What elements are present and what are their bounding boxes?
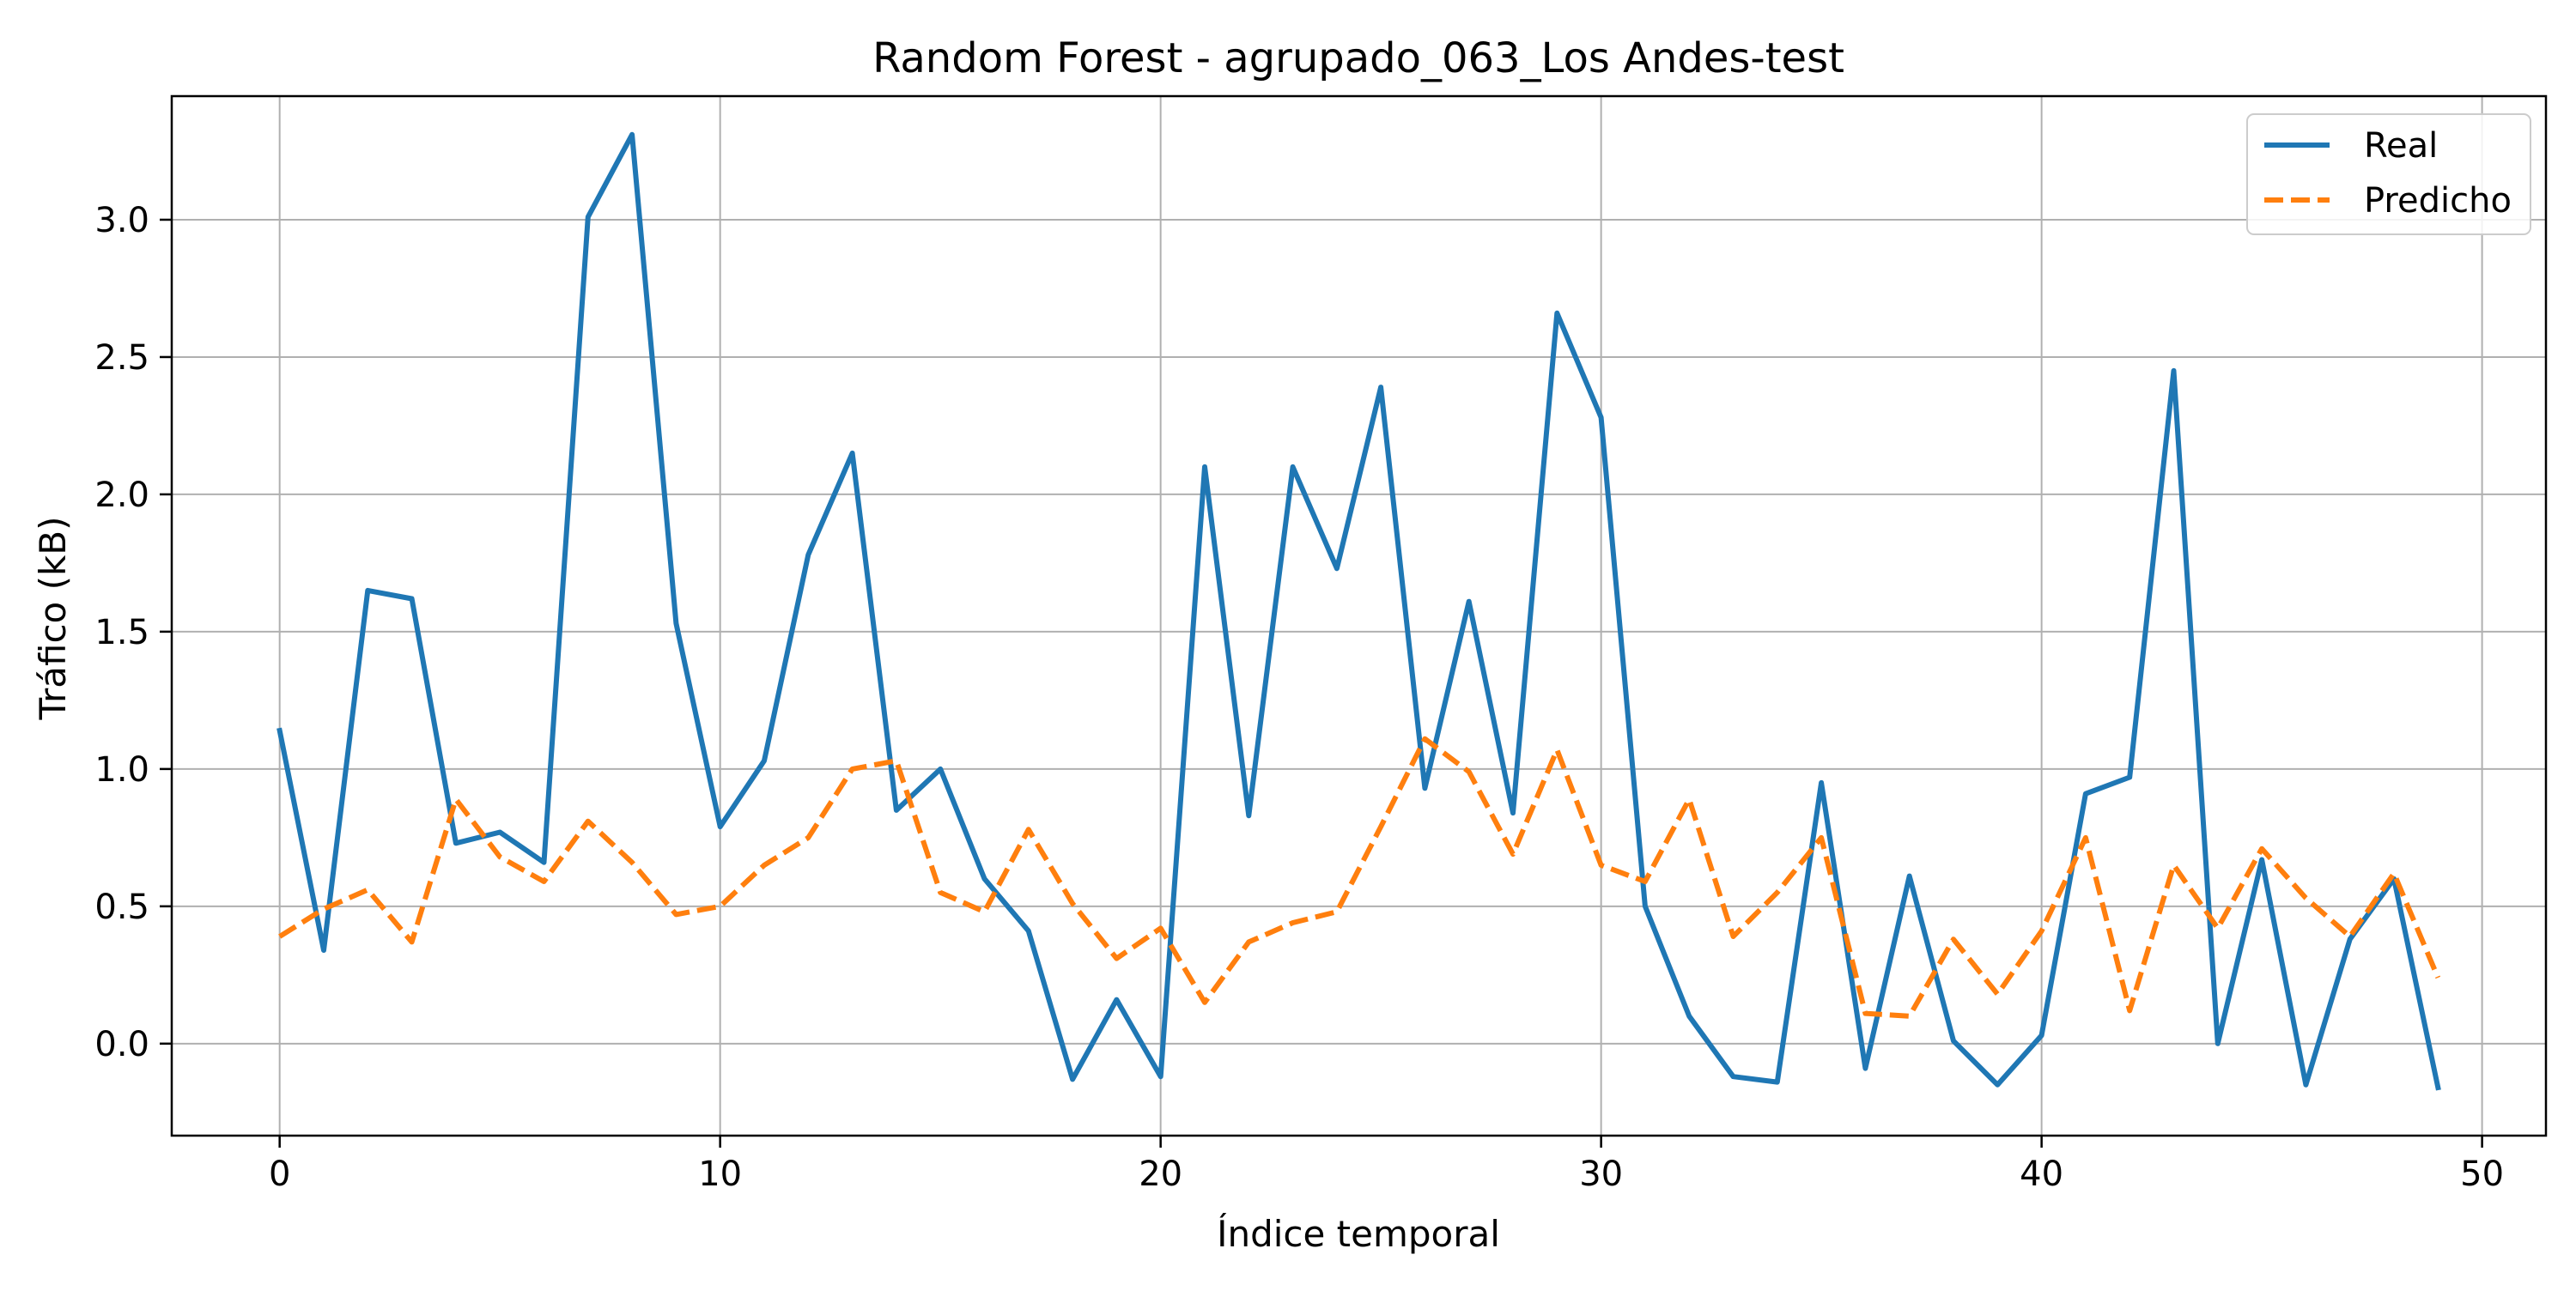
- y-tick-label: 0.0: [94, 1025, 149, 1064]
- x-tick-label: 0: [269, 1155, 290, 1194]
- x-tick-label: 50: [2460, 1155, 2504, 1194]
- y-tick-label: 0.5: [94, 888, 149, 927]
- x-tick-label: 10: [698, 1155, 742, 1194]
- legend-label-predicho: Predicho: [2364, 181, 2512, 221]
- x-tick-label: 30: [1579, 1155, 1623, 1194]
- y-tick-label: 2.0: [94, 476, 149, 515]
- legend: Real Predicho: [2246, 113, 2531, 235]
- y-tick-label: 3.0: [94, 201, 149, 240]
- axis-ticks: 0 10 20 30 40 50 0.0 0.5 1.0 1.5 2.0 2.5 3.0: [94, 201, 2504, 1194]
- x-axis-label: Índice temporal: [1217, 1212, 1500, 1255]
- y-tick-label: 1.0: [94, 750, 149, 790]
- y-tick-label: 2.5: [94, 338, 149, 378]
- plot-frame: [170, 94, 2548, 1137]
- chart-title: Random Forest - agrupado_063_Los Andes-t…: [872, 34, 1844, 82]
- x-tick-label: 40: [2020, 1155, 2063, 1194]
- x-tick-label: 20: [1139, 1155, 1182, 1194]
- legend-label-real: Real: [2364, 126, 2438, 166]
- series-line-predicho: [278, 736, 2441, 1019]
- y-axis-label: Tráfico (kB): [32, 517, 74, 721]
- y-tick-label: 1.5: [94, 613, 149, 652]
- series-lines: [276, 131, 2441, 1091]
- series-line-real: [276, 131, 2441, 1091]
